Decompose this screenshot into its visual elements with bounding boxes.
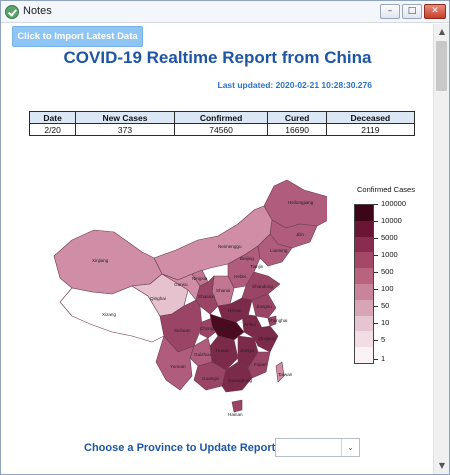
province-qinghai [131,273,189,317]
label-shaanxi: Shaanxi [198,294,215,299]
legend-color-scale [354,204,374,364]
legend-swatch [355,252,373,269]
column-header: Cured [267,111,327,124]
label-gansu: Gansu [174,282,188,287]
label-heilongjiang: Heilongjiang [288,200,314,205]
column-header: New Cases [75,111,175,124]
label-taiwan: Taiwan [278,372,293,377]
legend-title: Confirmed Cases [357,185,415,194]
label-jilin: Jilin [296,232,304,237]
legend-tick-label: 5 [374,335,385,344]
label-shanghai: Shanghai [268,318,287,323]
chevron-down-icon[interactable]: ⌄ [341,439,359,456]
table-cell: 74560 [173,123,269,136]
label-guangxi: Guangxi [202,376,219,381]
legend-swatch [355,236,373,253]
table-cell: 2/20 [28,123,77,136]
china-choropleth-map: Heilongjiang Jilin Liaoning Neimenggu Be… [42,176,333,436]
province-yunnan [155,335,195,391]
close-button[interactable]: ✕ [424,4,446,19]
province-prompt: Choose a Province to Update Report [84,442,276,454]
legend-tick-label: 1 [374,354,385,363]
label-tianjin: Tianjin [250,264,264,269]
label-shandong: Shandong [252,284,273,289]
label-beijing: Beijing [240,256,254,261]
legend-swatch [355,331,373,348]
scroll-down-button[interactable]: ▼ [438,461,446,470]
legend-tick-label: 100000 [374,199,406,208]
province-shanghai [267,315,277,327]
column-header: Deceased [325,111,416,124]
label-liaoning: Liaoning [270,248,288,253]
legend-swatch [355,220,373,237]
page-title: COVID-19 Realtime Report from China [63,48,372,67]
legend-swatch [355,347,373,363]
province-select[interactable]: ⌄ [275,438,360,457]
label-yunnan: Yunnan [170,364,186,369]
legend-tick-label: 10 [374,318,389,327]
label-neimenggu: Neimenggu [218,244,242,249]
label-ningxia: Ningxia [192,276,208,281]
table-header-row: Date New Cases Confirmed Cured Deceased [28,111,416,124]
legend-swatch [355,268,373,284]
label-shanxi: Shanxi [216,288,230,293]
legend-swatch [355,299,373,316]
label-hunan: Hunan [216,348,230,353]
last-updated-text: Last updated: 2020-02-21 10:28:30.276 [217,80,373,90]
column-header: Confirmed [173,111,269,124]
minimize-button[interactable]: – [380,4,400,19]
label-sichuan: Sichuan [174,328,191,333]
label-guangdong: Guangdong [228,378,252,383]
legend-swatch [355,283,373,300]
scroll-up-button[interactable]: ▲ [438,27,446,36]
label-hainan: Hainan [228,412,243,417]
legend-tick-label: 500 [374,267,394,276]
legend-tick-label: 10000 [374,216,402,225]
label-jiangsu: Jiangsu [256,304,272,309]
label-chongqing: Chongqing [200,326,223,331]
label-jiangxi: Jiangxi [240,348,254,353]
column-header: Date [28,111,77,124]
label-hebei: Hebei [234,274,246,279]
label-guizhou: Guizhou [194,352,212,357]
label-anhui: Anhui [244,322,256,327]
label-xinjiang: Xinjiang [92,258,109,263]
vertical-scrollbar[interactable]: ▲ ▼ [433,24,449,474]
table-cell: 373 [75,123,175,136]
label-qinghai: Qinghai [150,296,166,301]
legend-tick-label: 50 [374,301,389,310]
maximize-button[interactable]: □ [402,4,422,19]
province-guangdong [221,361,253,393]
province-jiangsu [251,293,277,319]
label-fujian: Fujian [254,362,267,367]
legend-ticks: 100000 10000 5000 1000 500 100 50 10 5 1 [374,199,414,364]
notes-app-icon [5,5,19,19]
legend-swatch [355,205,373,221]
province-fujian [247,351,271,379]
table-row: 2/20 373 74560 16690 2119 [28,123,416,136]
legend-swatch [355,315,373,332]
import-data-button[interactable]: Click to Import Latest Data [12,26,143,47]
legend-tick-label: 1000 [374,250,398,259]
label-hubei: Hubei [220,326,232,331]
table-cell: 16690 [267,123,327,136]
scroll-thumb[interactable] [436,41,447,91]
window-title: Notes [23,5,52,17]
province-hainan [231,399,243,413]
table-cell: 2119 [325,123,416,136]
report-content: Click to Import Latest Data COVID-19 Rea… [2,24,433,474]
label-zhejiang: Zhejiang [258,336,276,341]
stats-table: Date New Cases Confirmed Cured Deceased … [28,111,416,136]
title-bar[interactable]: Notes – □ ✕ [1,1,449,23]
legend-tick-label: 100 [374,284,394,293]
map-svg: Heilongjiang Jilin Liaoning Neimenggu Be… [53,179,333,417]
label-henan: Henan [228,308,242,313]
province-liaoning [257,233,293,267]
label-xizang: Xizang [102,312,116,317]
province-taiwan [275,361,285,383]
legend-tick-label: 5000 [374,233,398,242]
